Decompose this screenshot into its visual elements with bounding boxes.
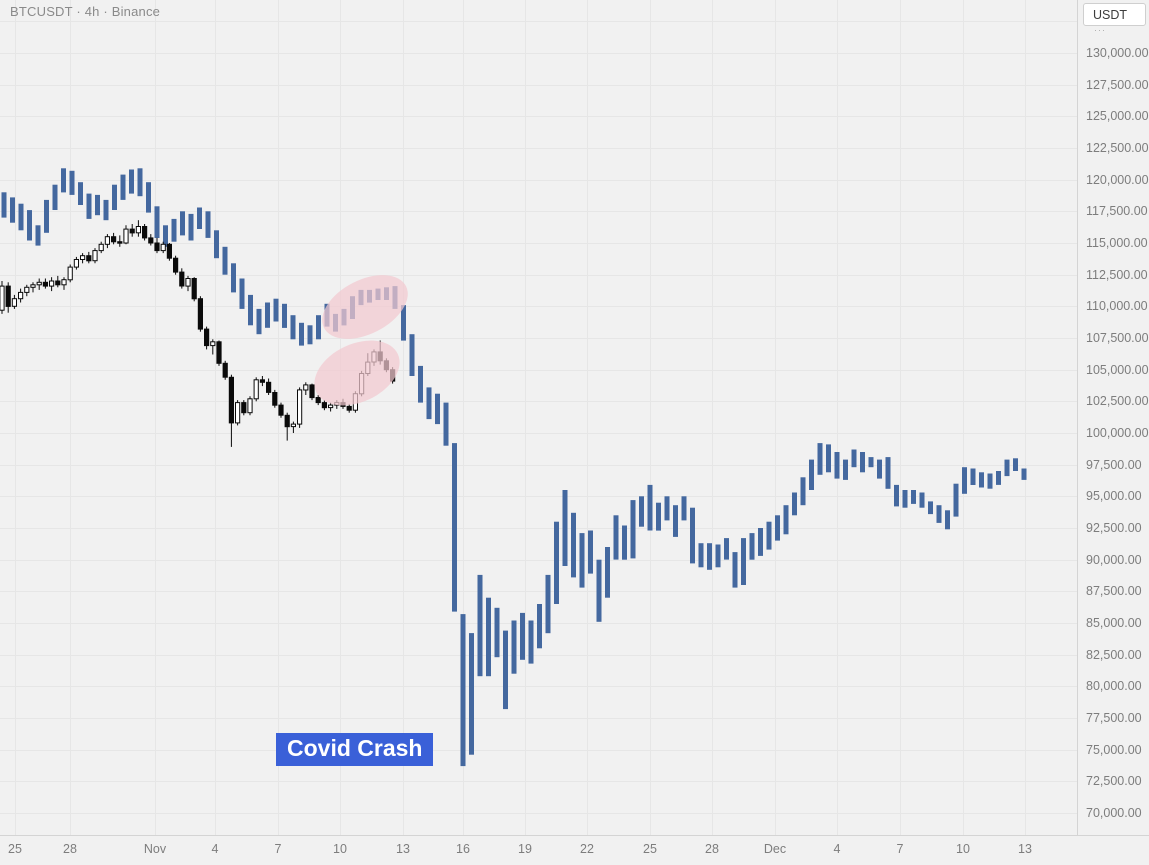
price-axis-label: 120,000.00 <box>1086 172 1149 187</box>
time-axis-label: 19 <box>518 842 532 856</box>
time-axis-label: 13 <box>396 842 410 856</box>
price-axis-label: 117,500.00 <box>1086 204 1148 219</box>
price-axis-label: 92,500.00 <box>1086 521 1142 535</box>
price-axis-label: 77,500.00 <box>1086 711 1142 725</box>
symbol-legend[interactable]: BTCUSDT · 4h · Binance <box>10 4 161 19</box>
time-axis-label: 25 <box>643 842 657 856</box>
price-axis-label: 72,500.00 <box>1086 774 1142 789</box>
price-axis-label: 112,500.00 <box>1086 267 1148 282</box>
price-axis-label: 87,500.00 <box>1086 584 1142 599</box>
blue-bar-series <box>1 168 1027 767</box>
time-axis-label: 7 <box>274 842 282 856</box>
price-axis-label: 122,500.00 <box>1086 140 1149 155</box>
price-axis[interactable]: USDT ··· 130,000.00 127,500.00 125,000.00 1… <box>1077 0 1149 835</box>
time-axis-label: 25 <box>8 842 22 856</box>
price-axis-label: 90,000.00 <box>1086 552 1142 567</box>
highlight-ellipse[interactable] <box>304 328 410 419</box>
time-axis-label: 28 <box>63 842 77 856</box>
price-axis-label: 107,500.00 <box>1086 331 1149 345</box>
time-axis-label: Nov <box>143 842 167 856</box>
time-axis-label: 10 <box>956 842 970 856</box>
currency-button[interactable]: USDT <box>1083 3 1146 26</box>
price-axis-label: 82,500.00 <box>1086 647 1142 662</box>
time-axis-label: 4 <box>833 842 841 856</box>
covid-crash-label[interactable]: Covid Crash <box>276 733 434 766</box>
time-axis-label: 10 <box>333 842 347 856</box>
chart-plot[interactable] <box>0 0 1077 835</box>
time-axis[interactable]: 25 28 Nov 4 7 10 13 16 19 22 25 28 Dec 4 7 10 13 <box>0 835 1149 865</box>
time-axis-label: Dec <box>763 842 787 856</box>
price-axis-label: 75,000.00 <box>1086 742 1142 757</box>
price-axis-label: 80,000.00 <box>1086 679 1142 694</box>
price-axis-label: 102,500.00 <box>1086 394 1149 409</box>
time-axis-label: 4 <box>211 842 219 856</box>
time-axis-label: 22 <box>580 842 594 856</box>
price-axis-label: 70,000.00 <box>1086 806 1142 820</box>
time-axis-label: 7 <box>896 842 904 856</box>
price-axis-label: 95,000.00 <box>1086 489 1142 504</box>
axis-settings-handle-icon[interactable]: ··· <box>1094 25 1106 35</box>
price-axis-label: 115,000.00 <box>1086 236 1148 250</box>
price-axis-label: 110,000.00 <box>1086 299 1148 314</box>
grid-lines <box>0 0 1077 835</box>
price-axis-label: 127,500.00 <box>1086 77 1149 92</box>
price-axis-label: 130,000.00 <box>1086 45 1149 60</box>
chart-canvas[interactable] <box>0 0 1077 835</box>
price-axis-label: 100,000.00 <box>1086 426 1149 440</box>
price-axis-label: 97,500.00 <box>1086 457 1142 472</box>
time-axis-label: 16 <box>456 842 470 856</box>
highlight-ellipse[interactable] <box>312 262 418 352</box>
time-axis-label: 28 <box>705 842 719 856</box>
price-axis-label: 125,000.00 <box>1086 109 1149 124</box>
time-axis-label: 13 <box>1018 842 1032 856</box>
price-axis-label: 85,000.00 <box>1086 616 1142 630</box>
price-axis-label: 105,000.00 <box>1086 362 1149 377</box>
